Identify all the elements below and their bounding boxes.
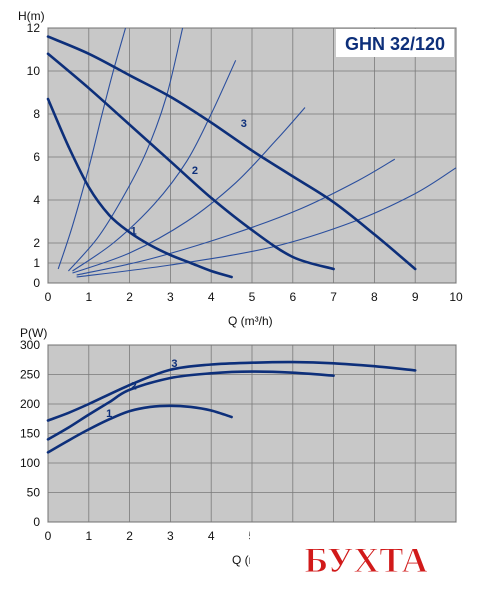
y-tick-label: 8 [33, 107, 40, 121]
head-curves [46, 35, 417, 279]
x-tick-label: 7 [330, 290, 337, 304]
x-tick-label: 8 [371, 290, 378, 304]
curve-number-label: 2 [192, 165, 198, 177]
power-y-ticks: 0 50 100 150 200 250 300 [20, 338, 40, 529]
watermark-background [250, 526, 486, 590]
y-tick-label: 250 [20, 368, 40, 382]
x-tick-label: 2 [126, 290, 133, 304]
curve-line-1 [46, 404, 233, 454]
x-tick-label: 10 [449, 290, 463, 304]
head-x-axis-title: Q (m³/h) [228, 314, 273, 328]
power-curves [46, 360, 417, 454]
head-y-axis-title: H(m) [18, 9, 45, 23]
y-tick-label: 150 [20, 427, 40, 441]
system-curve-line [72, 107, 306, 274]
x-tick-label: 1 [85, 529, 92, 543]
y-tick-label: 0 [33, 276, 40, 290]
y-tick-label: 0 [33, 515, 40, 529]
system-curve-line [72, 60, 237, 272]
y-tick-label: 6 [33, 150, 40, 164]
curve-number-label: 2 [131, 380, 137, 392]
curve-line-3 [46, 35, 417, 271]
watermark-text: БУХТА [304, 540, 427, 580]
x-tick-label: 6 [289, 290, 296, 304]
y-tick-label: 200 [20, 397, 40, 411]
system-curve-line [76, 158, 396, 276]
x-tick-label: 3 [167, 290, 174, 304]
curve-line-3 [46, 360, 417, 422]
curve-line-2 [46, 52, 335, 271]
x-tick-label: 4 [208, 529, 215, 543]
curve-number-label: 3 [171, 358, 177, 370]
x-tick-label: 4 [208, 290, 215, 304]
y-tick-label: 4 [33, 193, 40, 207]
x-tick-label: 0 [45, 529, 52, 543]
y-tick-label: 100 [20, 456, 40, 470]
curve-number-label: 1 [131, 225, 137, 237]
model-label: GHN 32/120 [345, 34, 445, 54]
x-tick-label: 9 [412, 290, 419, 304]
y-tick-label: 1 [33, 256, 40, 270]
y-tick-label: 300 [20, 338, 40, 352]
x-tick-label: 2 [126, 529, 133, 543]
x-tick-label: 3 [167, 529, 174, 543]
head-curve-labels: 1 2 3 [131, 118, 247, 237]
watermark-logo: БУХТА [250, 526, 486, 590]
curve-line-2 [46, 370, 335, 441]
y-tick-label: 2 [33, 236, 40, 250]
y-tick-label: 12 [27, 21, 41, 35]
power-y-axis-title: P(W) [20, 326, 47, 340]
y-tick-label: 50 [27, 486, 41, 500]
head-x-ticks: 0 1 2 3 4 5 6 7 8 9 10 [45, 290, 463, 304]
y-tick-label: 10 [27, 64, 41, 78]
power-curve-labels: 1 2 3 [106, 358, 177, 420]
curve-number-label: 3 [241, 118, 247, 130]
system-curve-line [76, 167, 457, 278]
x-tick-label: 5 [249, 290, 256, 304]
head-grid [47, 27, 457, 284]
x-tick-label: 0 [45, 290, 52, 304]
model-label-box [336, 29, 454, 57]
system-curve-line [67, 27, 184, 272]
x-tick-label: 1 [85, 290, 92, 304]
curve-number-label: 1 [106, 408, 112, 420]
curve-line-1 [46, 97, 233, 279]
